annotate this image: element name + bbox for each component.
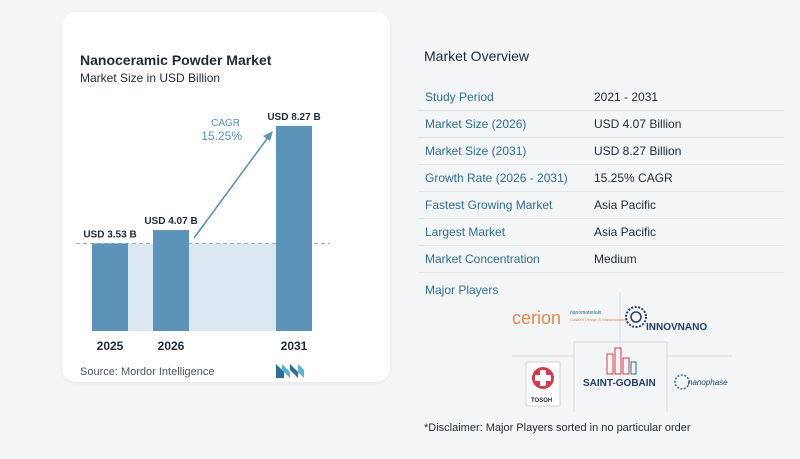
major-players-logos: cerion nanomaterials Custom Design & Man… xyxy=(512,292,732,412)
row-value: Asia Pacific xyxy=(594,225,657,239)
tosoh-logo-icon: TOSOH xyxy=(525,361,561,407)
source-text: Source: Mordor Intelligence xyxy=(80,366,215,378)
row-value: Medium xyxy=(594,252,637,266)
cerion-tagline-1: nanomaterials xyxy=(570,310,602,316)
chart-title: Nanoceramic Powder Market xyxy=(80,52,272,68)
cagr-value: 15.25% xyxy=(201,129,242,143)
disclaimer-text: *Disclaimer: Major Players sorted in no … xyxy=(424,422,691,434)
saint-gobain-logo-icon: SAINT-GOBAIN xyxy=(583,347,656,389)
mordor-logo-icon xyxy=(276,364,304,378)
overview-row-concentration: Market Concentration Medium xyxy=(418,246,784,273)
bar-2025 xyxy=(92,243,128,331)
row-value: Asia Pacific xyxy=(594,198,657,212)
baseline-area xyxy=(92,243,312,331)
cerion-logo-text: cerion xyxy=(512,308,561,328)
overview-title: Market Overview xyxy=(424,48,530,64)
cerion-logo-icon: cerion nanomaterials Custom Design & Man… xyxy=(512,308,628,328)
data-label-2031: USD 8.27 B xyxy=(267,112,320,123)
row-value: USD 4.07 Billion xyxy=(594,117,682,131)
row-value: USD 8.27 Billion xyxy=(594,144,682,158)
row-label: Market Size (2026) xyxy=(425,117,527,131)
cagr-label: CAGR xyxy=(211,118,240,129)
overview-row-growth-rate: Growth Rate (2026 - 2031) 15.25% CAGR xyxy=(418,165,784,192)
row-label: Growth Rate (2026 - 2031) xyxy=(425,171,568,185)
data-label-2025: USD 3.53 B xyxy=(83,229,136,240)
row-label: Fastest Growing Market xyxy=(425,198,553,212)
bar-chart: USD 3.53 B 2025 USD 4.07 B 2026 USD 8.27 B 20… xyxy=(76,112,330,353)
nanophase-logo-text: nanophase xyxy=(688,378,728,387)
nanophase-logo-icon: nanophase xyxy=(674,374,728,390)
overview-row-fastest-growing: Fastest Growing Market Asia Pacific xyxy=(418,192,784,219)
cagr-arrow-head xyxy=(263,131,273,141)
overview-row-study-period: Study Period 2021 - 2031 xyxy=(418,84,784,111)
cerion-tagline-2: Custom Design & Manufacturing xyxy=(570,317,628,322)
row-value: 2021 - 2031 xyxy=(594,90,659,104)
tick-label-2025: 2025 xyxy=(97,339,124,353)
major-players-title: Major Players xyxy=(425,283,499,297)
row-value: 15.25% CAGR xyxy=(594,171,673,185)
cagr-arrow xyxy=(193,135,270,239)
chart-subtitle: Market Size in USD Billion xyxy=(80,71,221,85)
tick-label-2026: 2026 xyxy=(158,339,185,353)
bar-2026 xyxy=(153,230,189,331)
saint-gobain-logo-text: SAINT-GOBAIN xyxy=(583,378,656,389)
innovnano-logo-text: INNOVNANO xyxy=(646,322,707,333)
row-label: Largest Market xyxy=(425,225,506,239)
overview-row-market-size-2026: Market Size (2026) USD 4.07 Billion xyxy=(418,111,784,138)
row-label: Market Concentration xyxy=(425,252,540,266)
row-label: Market Size (2031) xyxy=(425,144,527,158)
row-label: Study Period xyxy=(425,90,494,104)
tosoh-logo-text: TOSOH xyxy=(531,398,552,404)
bar-2031 xyxy=(276,125,312,332)
innovnano-logo-icon: INNOVNANO xyxy=(625,306,707,333)
overview-row-market-size-2031: Market Size (2031) USD 8.27 Billion xyxy=(418,138,784,165)
data-label-2026: USD 4.07 B xyxy=(144,216,197,227)
tick-label-2031: 2031 xyxy=(281,339,308,353)
overview-table: Study Period 2021 - 2031 Market Size (20… xyxy=(418,84,784,273)
overview-row-largest-market: Largest Market Asia Pacific xyxy=(418,219,784,246)
